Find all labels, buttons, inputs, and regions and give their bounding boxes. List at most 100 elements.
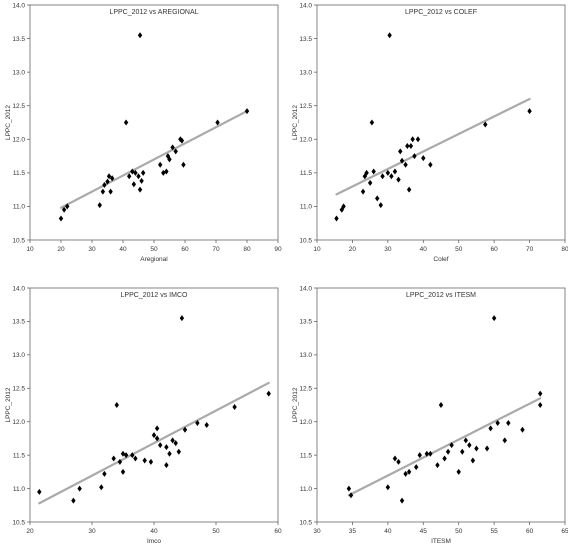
data-point — [387, 32, 392, 39]
data-point — [114, 402, 119, 408]
x-tick-label: 60 — [491, 246, 499, 253]
data-point — [470, 457, 476, 464]
x-tick-label: 65 — [561, 528, 568, 535]
data-point — [120, 468, 126, 475]
data-point — [445, 448, 451, 455]
x-axis-label: Aregional — [140, 256, 168, 263]
y-tick-label: 11.0 — [13, 204, 26, 211]
data-point — [449, 442, 454, 449]
data-point — [364, 169, 369, 176]
chart-title: LPPC_2012 vs COLEF — [405, 9, 477, 16]
x-axis-label: ITESM — [431, 538, 451, 545]
y-tick-label: 12.0 — [299, 137, 312, 144]
data-point — [102, 470, 107, 477]
data-point — [130, 452, 135, 459]
y-tick-label: 13.5 — [12, 36, 25, 43]
x-tick-label: 60 — [274, 528, 282, 535]
data-point — [244, 108, 250, 115]
y-tick-label: 13.0 — [299, 69, 312, 76]
data-point — [405, 143, 410, 149]
y-tick-label: 14.0 — [299, 2, 312, 9]
data-point — [380, 173, 385, 180]
x-tick-label: 70 — [526, 246, 534, 253]
data-point — [392, 455, 398, 462]
trend-line — [59, 109, 249, 209]
data-point — [403, 470, 408, 477]
data-point — [176, 448, 181, 455]
x-tick-label: 30 — [88, 528, 96, 535]
data-point — [77, 485, 82, 492]
data-point — [123, 119, 129, 126]
scatter-chart-4: 30 35 40 45 50 55 60 65 10.5 11.0 11.5 12.0 12.5 13.0… — [292, 285, 568, 545]
x-tick-label: 20 — [349, 246, 357, 253]
y-tick-label: 13.5 — [12, 319, 25, 326]
data-point — [378, 202, 383, 209]
data-point — [109, 175, 115, 182]
data-point — [396, 458, 401, 465]
data-point — [399, 157, 405, 164]
y-tick-label: 12.5 — [299, 103, 312, 110]
data-point — [142, 457, 147, 464]
x-axis-label: Imco — [147, 538, 161, 545]
y-tick-label: 11.5 — [13, 170, 26, 177]
data-point — [140, 169, 146, 176]
data-point — [463, 437, 468, 444]
data-point — [204, 422, 209, 429]
trend-line — [335, 97, 531, 196]
data-point — [167, 450, 172, 457]
data-point — [111, 455, 116, 462]
scatter-chart-3: 20 30 40 50 60 10.5 11.0 11.5 12.0 12.5 13.0 13.5 14… — [5, 285, 282, 545]
data-point — [495, 420, 500, 427]
data-point — [170, 437, 175, 444]
x-tick-label: 45 — [420, 528, 428, 535]
data-point — [506, 420, 511, 427]
data-point — [435, 462, 440, 469]
y-tick-label: 11.5 — [300, 170, 313, 177]
data-point — [428, 161, 433, 168]
data-point — [139, 177, 144, 184]
x-tick-label: 40 — [420, 246, 428, 253]
y-tick-label: 10.5 — [299, 237, 312, 244]
chart-title: LPPC_2012 vs AREGIONAL — [109, 9, 198, 16]
data-point — [483, 121, 488, 128]
data-point — [102, 181, 107, 188]
data-point — [334, 215, 339, 222]
x-tick-label: 70 — [212, 246, 220, 253]
x-tick-label: 50 — [150, 246, 158, 253]
chart-title: LPPC_2012 vs IMCO — [121, 292, 188, 299]
y-tick-label: 14.0 — [12, 2, 25, 9]
y-tick-label: 10.5 — [12, 237, 25, 244]
data-point — [538, 390, 543, 397]
x-tick-label: 50 — [455, 528, 463, 535]
y-tick-label: 12.0 — [12, 419, 25, 426]
data-point — [375, 195, 380, 202]
data-point — [173, 148, 178, 155]
data-point — [158, 442, 163, 449]
data-point — [417, 452, 422, 459]
data-point — [456, 468, 461, 475]
x-tick-label: 10 — [26, 246, 34, 253]
data-point — [170, 144, 175, 151]
x-tick-label: 10 — [313, 246, 321, 253]
data-point — [117, 458, 123, 465]
y-tick-label: 12.5 — [12, 103, 25, 110]
y-axis-label: LPPC_2012 — [292, 105, 299, 140]
y-tick-label: 12.0 — [12, 137, 25, 144]
plot-frame — [316, 4, 566, 241]
x-tick-label: 20 — [57, 246, 65, 253]
y-tick-label: 10.5 — [299, 519, 312, 526]
x-tick-label: 35 — [349, 528, 357, 535]
y-tick-label: 12.0 — [299, 419, 312, 426]
data-point — [491, 315, 497, 322]
data-point — [127, 173, 132, 180]
trend-line — [38, 381, 270, 505]
y-tick-label: 13.0 — [12, 69, 25, 76]
y-tick-label: 11.0 — [13, 486, 26, 493]
x-tick-label: 40 — [150, 528, 158, 535]
x-tick-label: 55 — [491, 528, 499, 535]
data-point — [137, 186, 143, 193]
data-point — [179, 315, 185, 322]
y-tick-label: 14.0 — [12, 285, 25, 292]
data-point — [137, 32, 143, 39]
y-tick-label: 10.5 — [12, 519, 25, 526]
